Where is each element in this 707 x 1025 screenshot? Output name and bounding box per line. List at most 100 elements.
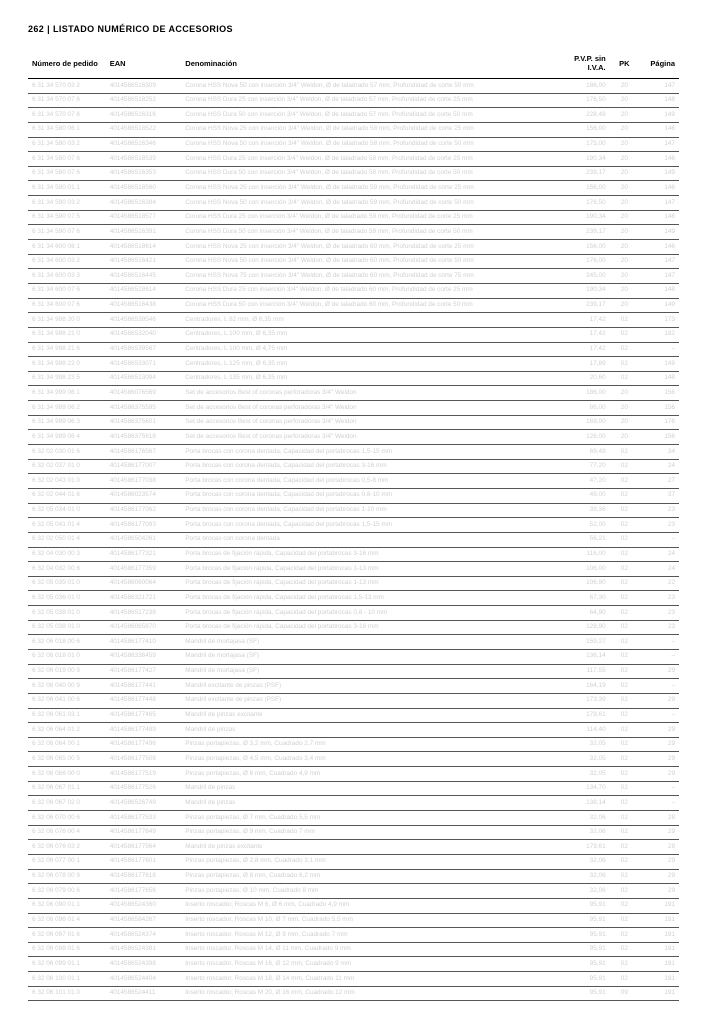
table-cell: 6 32 05 036 01 0 (28, 591, 106, 606)
table-cell: Pinzas portapiezas, Ø 4,5 mm, Cuadrado 3… (181, 752, 559, 767)
table-cell: 6 32 06 078 00 9 (28, 869, 106, 884)
table-cell: 20 (610, 122, 639, 137)
table-cell: 02 (610, 591, 639, 606)
table-cell: 20 (610, 108, 639, 123)
table-cell: 23 (639, 518, 679, 533)
table-cell: 29 (639, 884, 679, 899)
table-row: 6 32 04 030 00 34014586177321Porta broca… (28, 547, 679, 562)
table-cell: 6 32 04 032 00 6 (28, 562, 106, 577)
table-row: 6 32 06 100 01 14014586524404Inserto ros… (28, 972, 679, 987)
table-cell: 23 (639, 606, 679, 621)
table-cell: 6 31 34 998 23 5 (28, 371, 106, 386)
table-cell: 148 (639, 371, 679, 386)
table-cell: 02 (610, 503, 639, 518)
table-cell: 20 (610, 166, 639, 181)
table-cell: 147 (639, 137, 679, 152)
table-cell: Corona HSS Nova 50 con inserción 3/4" We… (181, 196, 559, 211)
table-cell: 4014586076569 (106, 386, 182, 401)
table-cell: 4014586524398 (106, 957, 182, 972)
table-row: 6 31 34 580 06 14014586518522Corona HSS … (28, 122, 679, 137)
table-cell: 02 (610, 459, 639, 474)
table-cell: 02 (610, 606, 639, 621)
table-cell: Corona HSS Dura 50 con inserción 3/4" We… (181, 298, 559, 313)
table-row: 6 31 34 570 03 24014586516309Corona HSS … (28, 79, 679, 94)
table-cell: Set de accesorios Best of coronas perfor… (181, 430, 559, 445)
table-cell: 176,50 (559, 93, 609, 108)
table-cell: Corona HSS Dura 50 con inserción 3/4" We… (181, 166, 559, 181)
table-cell: 56,21 (559, 532, 609, 547)
table-cell: 149 (639, 225, 679, 240)
table-cell: Porta brocas con corona dentada, Capacid… (181, 445, 559, 460)
table-cell: 4014586539546 (106, 313, 182, 328)
table-row: 6 31 34 999 06 34014586375601Set de acce… (28, 415, 679, 430)
table-cell: 4014586065870 (106, 620, 182, 635)
table-cell: 4014586375618 (106, 430, 182, 445)
table-cell: Corona HSS Dura 50 con inserción 3/4" We… (181, 108, 559, 123)
table-cell: 4014586375595 (106, 401, 182, 416)
table-row: 6 32 02 043 01 04014586177038Porta broca… (28, 474, 679, 489)
table-cell: 23 (639, 620, 679, 635)
table-cell: 20 (610, 196, 639, 211)
table-cell: 6 32 06 064 01 2 (28, 723, 106, 738)
table-cell: 20,60 (559, 371, 609, 386)
table-cell: Inserto roscador, Roscas M 10, Ø 7 mm, C… (181, 913, 559, 928)
table-cell: 4014586177441 (106, 679, 182, 694)
table-cell: 6 31 34 600 03 3 (28, 269, 106, 284)
table-cell: 4014586533071 (106, 357, 182, 372)
table-cell: Corona HSS Nova 75 con inserción 3/4" We… (181, 269, 559, 284)
table-cell: Set de accesorios Best of coronas perfor… (181, 401, 559, 416)
table-cell: Porta brocas con corona dentada, Capacid… (181, 488, 559, 503)
table-cell: 20 (610, 240, 639, 255)
table-cell: Inserto roscador, Roscas M 12, Ø 9 mm, C… (181, 928, 559, 943)
table-cell: 02 (610, 313, 639, 328)
table-cell: 02 (610, 649, 639, 664)
table-cell: 4014586518252 (106, 93, 182, 108)
table-cell: 34 (639, 445, 679, 460)
table-row: 6 32 06 077 00 14014586177601Pinzas port… (28, 854, 679, 869)
col-denom: Denominación (181, 48, 559, 79)
table-cell: Mandril de pinzas excitante (181, 708, 559, 723)
table-cell: 190,34 (559, 210, 609, 225)
table-cell: 4014586518539 (106, 152, 182, 167)
table-row: 6 31 34 999 06 24014586375595Set de acce… (28, 401, 679, 416)
table-cell: 149 (639, 298, 679, 313)
table-row: 6 32 05 038 01 04014586065870Porta broca… (28, 620, 679, 635)
table-row: 6 32 06 061 03 14014586177465Mandril de … (28, 708, 679, 723)
table-cell: 4014586518614 (106, 283, 182, 298)
table-cell: Porta brocas con corona dentada, Capacid… (181, 503, 559, 518)
table-cell: 6 31 34 998 20 0 (28, 313, 106, 328)
table-cell: 02 (610, 957, 639, 972)
table-cell: 6 32 06 061 03 1 (28, 708, 106, 723)
table-cell: – (639, 708, 679, 723)
table-cell: 4014586336459 (106, 649, 182, 664)
table-cell: 146 (639, 181, 679, 196)
table-cell: 6 31 34 998 21 0 (28, 327, 106, 342)
table-cell: 02 (610, 576, 639, 591)
table-cell: 6 32 06 090 01 1 (28, 898, 106, 913)
table-cell: 17,42 (559, 327, 609, 342)
table-row: 6 32 06 067 02 04014586526749Mandril de … (28, 796, 679, 811)
table-cell: 146 (639, 122, 679, 137)
table-row: 6 32 02 030 01 64014586176567Porta broca… (28, 445, 679, 460)
table-cell: 39,36 (559, 503, 609, 518)
table-cell: 86,00 (559, 401, 609, 416)
table-cell: Inserto roscador, Roscas M 6, Ø 6 mm, Cu… (181, 898, 559, 913)
table-cell: 4014586177526 (106, 781, 182, 796)
table-cell: 02 (610, 884, 639, 899)
table-cell: Pinzas portapiezas, Ø 2,8 mm, Cuadrado 3… (181, 854, 559, 869)
table-cell: 4014586177601 (106, 854, 182, 869)
table-row: 6 31 34 580 07 64014586518539Corona HSS … (28, 152, 679, 167)
table-cell: 156,00 (559, 240, 609, 255)
table-cell: 20 (610, 210, 639, 225)
page-title: LISTADO NUMÉRICO DE ACCESORIOS (53, 24, 233, 34)
table-cell: 6 31 34 600 07 6 (28, 298, 106, 313)
table-cell: 47,20 (559, 474, 609, 489)
table-cell: 02 (610, 942, 639, 957)
table-cell: 4014586177519 (106, 767, 182, 782)
table-cell: Centradores, L 100 mm, Ø 6,35 mm (181, 327, 559, 342)
table-cell: 02 (610, 357, 639, 372)
table-cell: 02 (610, 825, 639, 840)
table-cell: 4014586513094 (106, 371, 182, 386)
table-row: 6 32 05 038 01 04014586517238Porta broca… (28, 606, 679, 621)
table-row: 6 32 06 066 00 04014586177519Pinzas port… (28, 767, 679, 782)
